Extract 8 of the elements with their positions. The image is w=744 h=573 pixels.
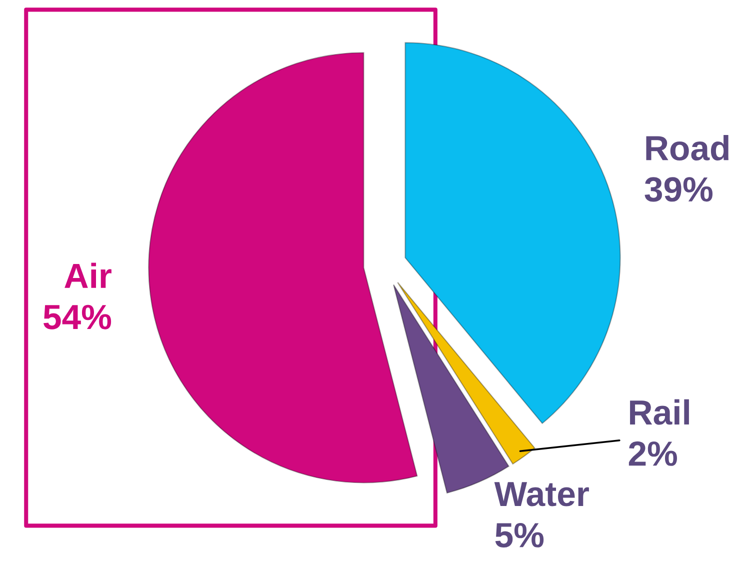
data-label: 5% — [495, 522, 544, 548]
data-label: 54% — [44, 304, 112, 330]
data-label: 2% — [628, 441, 677, 466]
data-label: 39% — [644, 177, 713, 202]
slice-label: Air — [64, 262, 112, 288]
slice-label: Water — [494, 482, 589, 506]
slice-label: Rail — [630, 399, 689, 425]
slice-label: Road — [646, 135, 728, 161]
